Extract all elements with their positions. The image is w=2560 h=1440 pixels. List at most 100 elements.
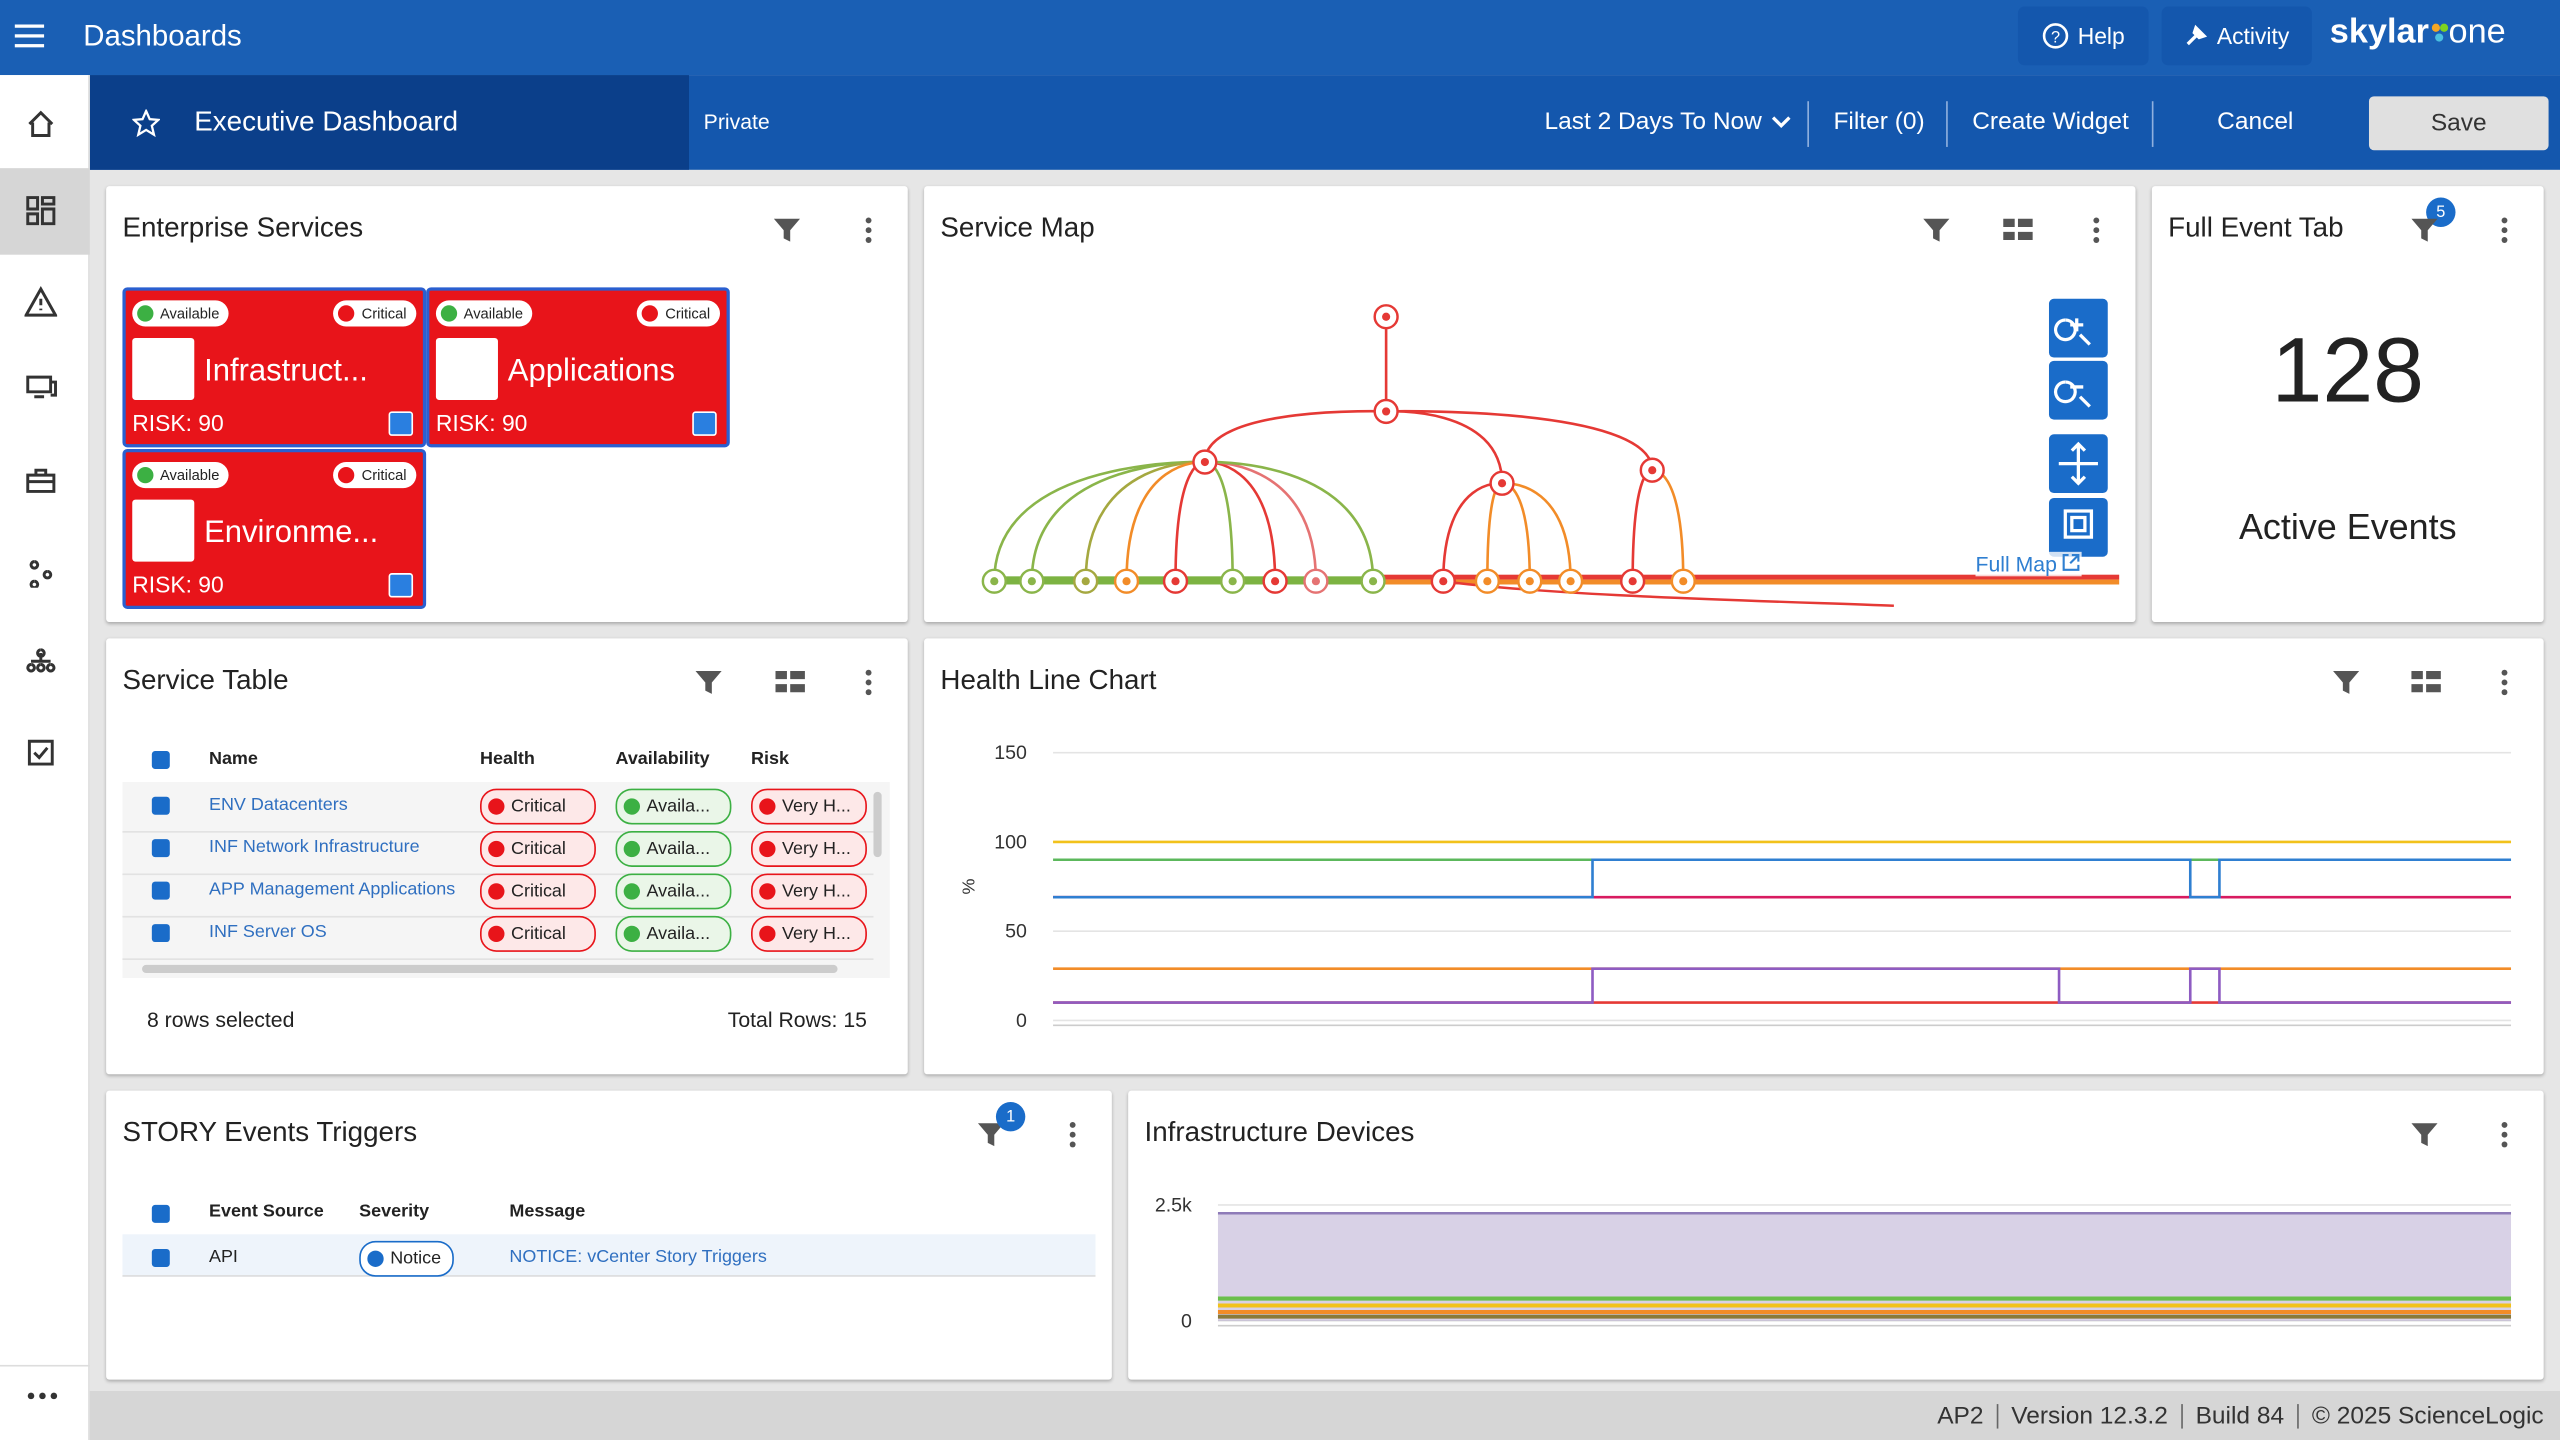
- health-pill: Critical: [334, 300, 416, 326]
- filter-icon[interactable]: [771, 214, 804, 247]
- row-check[interactable]: [152, 1249, 170, 1267]
- select-check: [389, 573, 413, 597]
- nav-icon[interactable]: [24, 108, 57, 141]
- health-label: Critical: [665, 305, 710, 321]
- filter-icon[interactable]: [1920, 214, 1953, 247]
- filter-icon[interactable]: [2330, 666, 2363, 699]
- grid-icon[interactable]: [2002, 214, 2035, 247]
- row-check[interactable]: [152, 882, 170, 900]
- service-link[interactable]: ENV Datacenters: [209, 795, 348, 815]
- nav-icon[interactable]: [24, 286, 57, 319]
- map-edge: [1205, 411, 1386, 462]
- map-control[interactable]: [2049, 498, 2108, 557]
- create-widget-button[interactable]: Create Widget: [1972, 108, 2129, 136]
- grid-icon[interactable]: [774, 666, 807, 699]
- more-icon[interactable]: [2488, 1118, 2521, 1151]
- event-message[interactable]: NOTICE: vCenter Story Triggers: [509, 1247, 766, 1267]
- icon-shape: [29, 113, 52, 136]
- service-name: Environme...: [204, 516, 378, 552]
- save-button[interactable]: Save: [2369, 96, 2549, 150]
- icon-shape: [2333, 671, 2359, 694]
- status-dot: [759, 926, 775, 942]
- risk-label: RISK: 90: [436, 410, 527, 436]
- more-icon[interactable]: [2080, 214, 2113, 247]
- map-node-core: [1369, 577, 1377, 585]
- map-node-core: [1648, 466, 1656, 474]
- y-tick-label: 150: [994, 742, 1027, 764]
- more-icon[interactable]: [26, 1391, 59, 1401]
- time-range[interactable]: Last 2 Days To Now: [1544, 108, 1791, 136]
- widget-title: STORY Events Triggers: [122, 1117, 417, 1150]
- map-edge: [1443, 581, 1894, 605]
- status-label: Critical: [511, 882, 566, 902]
- more-icon[interactable]: [1056, 1118, 1089, 1151]
- cancel-button[interactable]: Cancel: [2217, 108, 2293, 136]
- map-node-core: [1171, 577, 1179, 585]
- status-dot: [339, 467, 355, 483]
- status-pill: Availa...: [616, 831, 732, 867]
- service-link[interactable]: INF Server OS: [209, 922, 327, 942]
- service-card[interactable]: AvailableCriticalEnvironme...RISK: 90: [122, 449, 426, 609]
- status-label: Critical: [511, 924, 566, 944]
- icon-shape: [2411, 1123, 2437, 1146]
- service-icon: [436, 338, 498, 400]
- area-chart: 02.5k: [1128, 1176, 2544, 1339]
- filter-icon[interactable]: [2408, 1118, 2441, 1151]
- y-tick-label: 2.5k: [1155, 1194, 1192, 1216]
- icon-shape: [28, 377, 56, 397]
- map-edge: [1502, 483, 1571, 581]
- nav-icon[interactable]: [24, 194, 57, 227]
- icon-shape: [1070, 1132, 1076, 1138]
- filter-badge: 1: [996, 1102, 1025, 1131]
- risk-label: RISK: 90: [132, 410, 223, 436]
- status-dot: [488, 841, 504, 857]
- activity-button[interactable]: Activity: [2162, 7, 2312, 66]
- icon-shape: [2502, 217, 2508, 223]
- more-icon[interactable]: [852, 214, 885, 247]
- service-card[interactable]: AvailableCriticalApplicationsRISK: 90: [426, 287, 730, 447]
- help-button[interactable]: ?Help: [2018, 7, 2149, 66]
- more-icon[interactable]: [852, 666, 885, 699]
- service-link[interactable]: APP Management Applications: [209, 880, 455, 900]
- widget-title: Infrastructure Devices: [1144, 1117, 1414, 1150]
- row-check[interactable]: [152, 924, 170, 942]
- icon-shape: [866, 670, 872, 676]
- favorite-icon[interactable]: [132, 109, 160, 137]
- grid-icon[interactable]: [2410, 666, 2443, 699]
- map-control[interactable]: [2049, 361, 2108, 420]
- row-check[interactable]: [152, 839, 170, 857]
- status-pill: Critical: [480, 873, 596, 909]
- nav-icon[interactable]: [24, 555, 57, 588]
- availability-pill: Available: [436, 300, 533, 326]
- icon-shape: [1070, 1122, 1076, 1128]
- filter-button[interactable]: Filter (0): [1833, 108, 1924, 136]
- map-edge: [1127, 462, 1205, 581]
- service-map: [924, 186, 2135, 622]
- row-check[interactable]: [152, 797, 170, 815]
- footer-text: AP2: [1937, 1402, 1983, 1430]
- icon-shape: [2003, 219, 2032, 240]
- more-icon[interactable]: [2488, 214, 2521, 247]
- brand-name: skylar: [2330, 13, 2429, 52]
- column-header: Event Source: [209, 1202, 324, 1222]
- nav-icon[interactable]: [24, 464, 57, 497]
- icon-shape: [2502, 227, 2508, 233]
- event-count: 128: [2152, 317, 2544, 423]
- filter-icon[interactable]: [2408, 214, 2441, 247]
- status-pill: Very H...: [751, 873, 867, 909]
- status-dot: [642, 305, 658, 321]
- nav-icon[interactable]: [24, 645, 57, 678]
- filter-icon[interactable]: [692, 666, 725, 699]
- widget-title: Health Line Chart: [940, 664, 1156, 697]
- status-pill: Critical: [480, 916, 596, 952]
- nav-icon[interactable]: [24, 371, 57, 404]
- full-map-link[interactable]: Full Map: [1976, 552, 2082, 576]
- service-card[interactable]: AvailableCriticalInfrastruct...RISK: 90: [122, 287, 426, 447]
- status-dot: [759, 883, 775, 899]
- map-edge: [1176, 462, 1205, 581]
- icon-shape: [866, 689, 872, 695]
- service-link[interactable]: INF Network Infrastructure: [209, 838, 420, 858]
- more-icon[interactable]: [2488, 666, 2521, 699]
- nav-icon[interactable]: [24, 735, 57, 768]
- menu-icon[interactable]: [15, 23, 48, 49]
